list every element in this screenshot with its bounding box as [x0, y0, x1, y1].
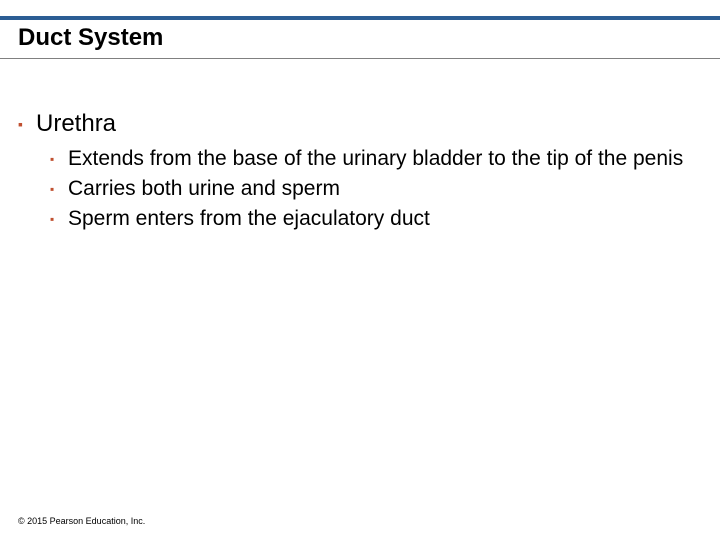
- title-underline: [0, 58, 720, 59]
- list-item-label: Carries both urine and sperm: [68, 176, 340, 202]
- list-item-level2: ▪ Sperm enters from the ejaculatory duct: [50, 206, 702, 232]
- bullet-icon: ▪: [50, 146, 64, 172]
- title-area: Duct System: [18, 24, 702, 52]
- bullet-icon: ▪: [50, 206, 64, 232]
- bullet-icon: ▪: [18, 110, 32, 138]
- content-area: ▪ Urethra ▪ Extends from the base of the…: [18, 110, 702, 236]
- list-item-label: Sperm enters from the ejaculatory duct: [68, 206, 430, 232]
- accent-line: [0, 16, 720, 20]
- list-item-level2: ▪ Extends from the base of the urinary b…: [50, 146, 702, 172]
- list-item-label: Urethra: [36, 110, 116, 138]
- top-band: [0, 0, 720, 16]
- list-item-level1: ▪ Urethra: [18, 110, 702, 138]
- slide-title: Duct System: [18, 24, 702, 52]
- copyright-text: © 2015 Pearson Education, Inc.: [18, 516, 145, 526]
- list-item-level2: ▪ Carries both urine and sperm: [50, 176, 702, 202]
- bullet-icon: ▪: [50, 176, 64, 202]
- sublist: ▪ Extends from the base of the urinary b…: [50, 146, 702, 232]
- list-item-label: Extends from the base of the urinary bla…: [68, 146, 683, 172]
